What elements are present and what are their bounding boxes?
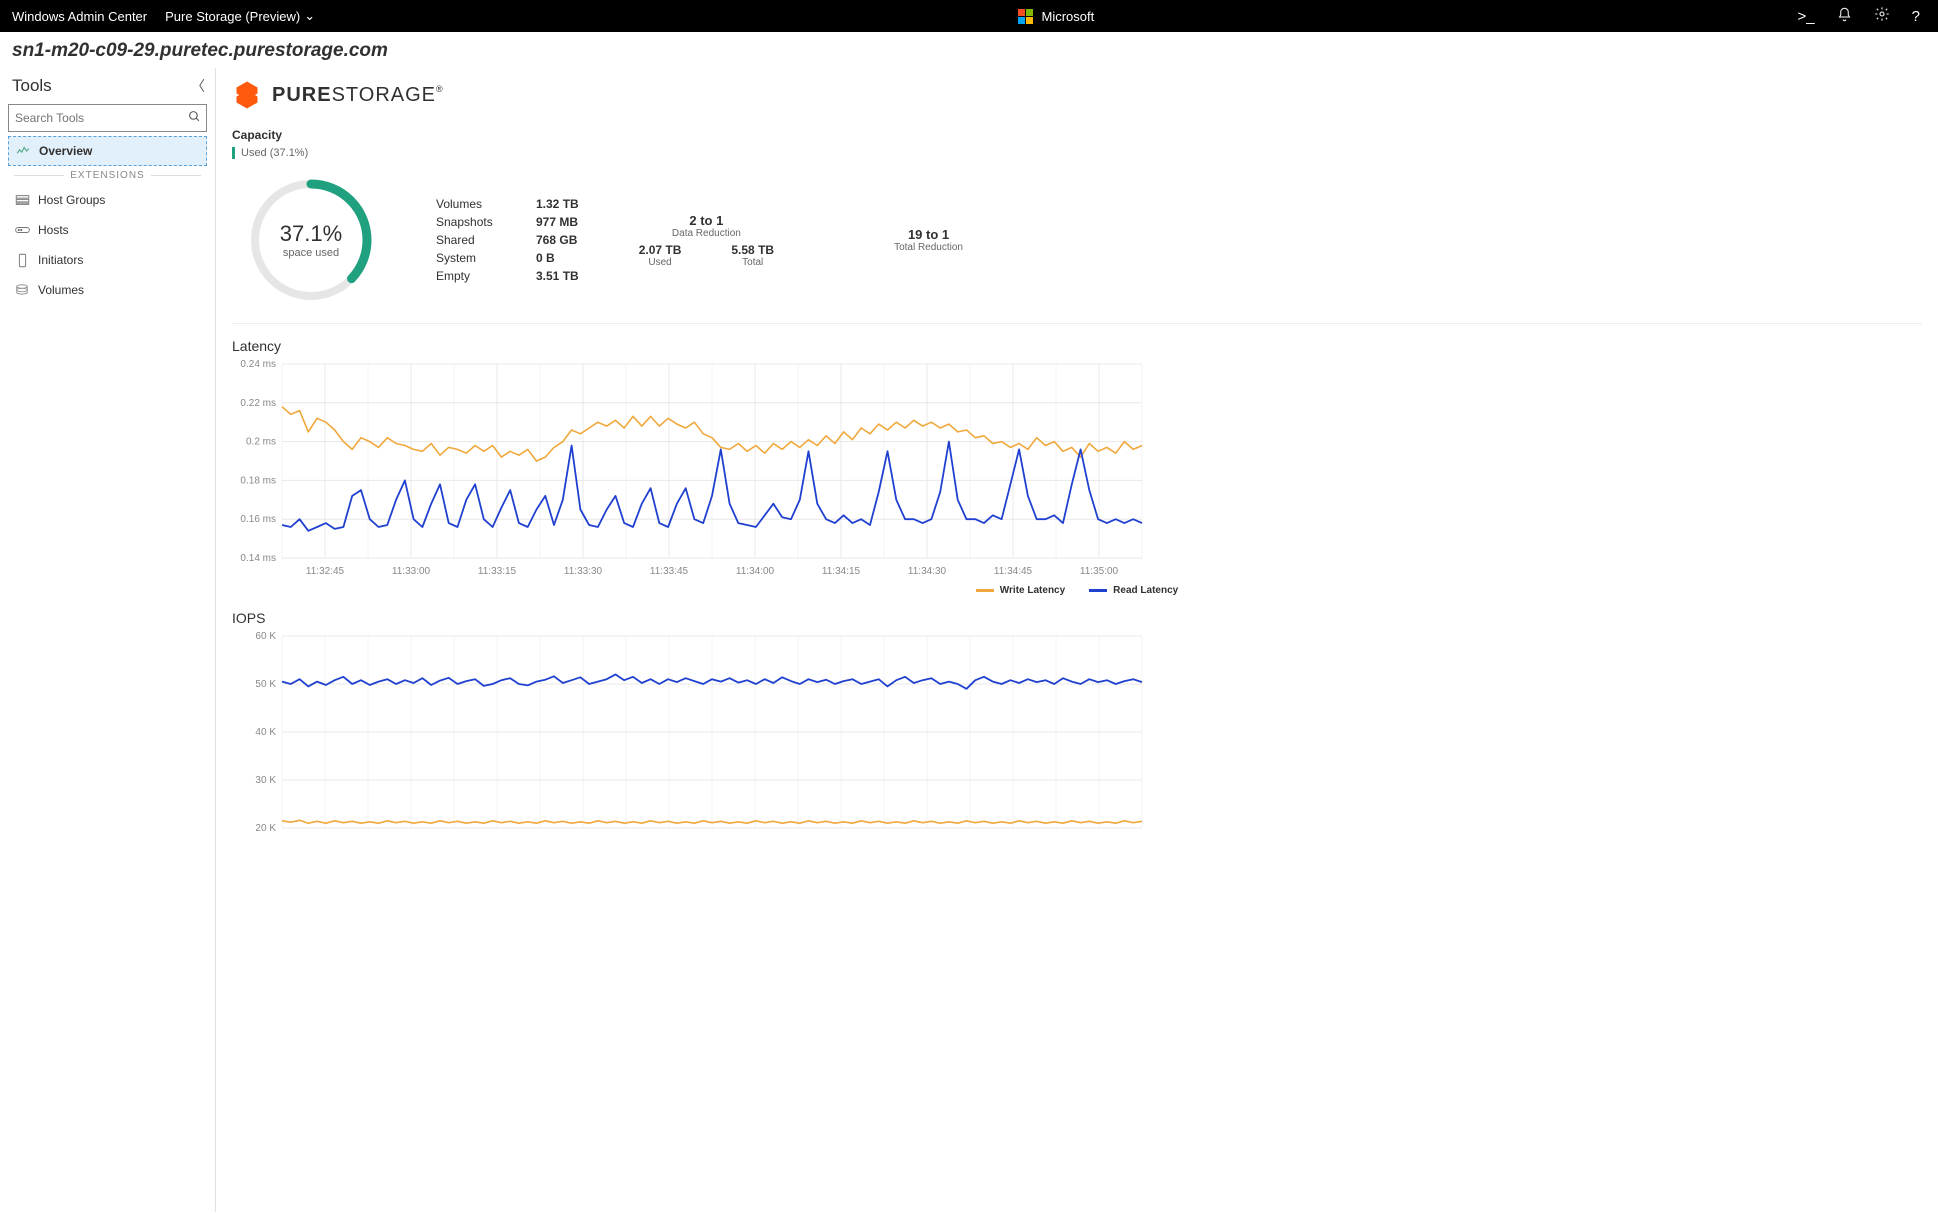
- svg-text:0.16 ms: 0.16 ms: [240, 514, 276, 525]
- svg-text:20 K: 20 K: [255, 823, 276, 832]
- capacity-row: Shared768 GB: [436, 231, 579, 249]
- hosts-icon: [14, 225, 30, 235]
- sidebar-item-volumes[interactable]: Volumes: [8, 275, 207, 305]
- total-reduction-block: 19 to 1 Total Reduction: [894, 227, 963, 253]
- collapse-sidebar-icon[interactable]: 〈: [191, 76, 205, 96]
- svg-text:11:34:30: 11:34:30: [908, 566, 947, 577]
- iops-chart: 60 K 50 K 40 K 30 K 20 K: [232, 632, 1152, 832]
- console-icon[interactable]: >_: [1798, 8, 1815, 25]
- legend-item: Read Latency: [1089, 585, 1178, 596]
- purestorage-logo-icon: [232, 80, 262, 110]
- sidebar-item-label: Volumes: [38, 283, 84, 297]
- sidebar-item-label: Initiators: [38, 253, 83, 267]
- latency-title: Latency: [232, 338, 1922, 354]
- topbar: Windows Admin Center Pure Storage (Previ…: [0, 0, 1938, 32]
- brand-text: PURESTORAGE®: [272, 84, 444, 107]
- capacity-row: Empty3.51 TB: [436, 267, 579, 285]
- svg-text:0.18 ms: 0.18 ms: [240, 475, 276, 486]
- purestorage-brand: PURESTORAGE®: [232, 80, 1922, 110]
- svg-text:60 K: 60 K: [255, 632, 276, 642]
- svg-text:0.14 ms: 0.14 ms: [240, 553, 276, 564]
- svg-text:0.2 ms: 0.2 ms: [246, 437, 276, 448]
- chevron-down-icon: ⌄: [304, 8, 315, 24]
- sidebar-item-initiators[interactable]: Initiators: [8, 245, 207, 275]
- iops-title: IOPS: [232, 610, 1922, 626]
- capacity-row: Volumes1.32 TB: [436, 195, 579, 213]
- sidebar-item-overview[interactable]: Overview: [8, 136, 207, 166]
- sidebar-item-label: Overview: [39, 144, 92, 158]
- capacity-row: Snapshots977 MB: [436, 213, 579, 231]
- svg-text:11:33:15: 11:33:15: [478, 566, 517, 577]
- svg-text:40 K: 40 K: [255, 727, 276, 738]
- sidebar-item-hosts[interactable]: Hosts: [8, 215, 207, 245]
- capacity-subtitle: Used (37.1%): [232, 147, 308, 159]
- help-icon[interactable]: ?: [1912, 8, 1920, 25]
- microsoft-brand: Microsoft: [315, 9, 1797, 24]
- search-tools: [8, 104, 207, 132]
- sidebar-item-label: Hosts: [38, 223, 69, 237]
- data-reduction-block: 2 to 1 Data Reduction 2.07 TBUsed 5.58 T…: [639, 213, 774, 268]
- svg-text:11:33:45: 11:33:45: [650, 566, 689, 577]
- initiators-icon: [14, 253, 30, 268]
- donut-label: space used: [283, 247, 339, 259]
- latency-legend: Write Latency Read Latency: [232, 585, 1922, 596]
- svg-text:11:34:45: 11:34:45: [994, 566, 1033, 577]
- svg-text:11:32:45: 11:32:45: [306, 566, 345, 577]
- svg-text:0.24 ms: 0.24 ms: [240, 360, 276, 370]
- overview-icon: [15, 146, 31, 156]
- svg-text:11:34:15: 11:34:15: [822, 566, 861, 577]
- microsoft-logo-icon: [1018, 9, 1033, 24]
- volumes-icon: [14, 283, 30, 297]
- iops-section: IOPS 60 K 50 K 40 K 30 K 20 K: [232, 610, 1922, 835]
- capacity-row: System0 B: [436, 249, 579, 267]
- notification-icon[interactable]: [1837, 7, 1852, 26]
- sidebar-item-host-groups[interactable]: Host Groups: [8, 185, 207, 215]
- donut-percent: 37.1%: [280, 221, 342, 247]
- search-input[interactable]: [8, 104, 207, 132]
- hostgroups-icon: [14, 194, 30, 206]
- latency-section: Latency 0.24 ms 0.22 ms 0.2 ms 0.18 ms 0.16 …: [232, 338, 1922, 596]
- svg-text:11:33:00: 11:33:00: [392, 566, 431, 577]
- app-name[interactable]: Windows Admin Center: [12, 9, 147, 24]
- svg-text:11:35:00: 11:35:00: [1080, 566, 1119, 577]
- svg-text:11:33:30: 11:33:30: [564, 566, 603, 577]
- svg-text:11:34:00: 11:34:00: [736, 566, 775, 577]
- svg-text:50 K: 50 K: [255, 679, 276, 690]
- tools-sidebar: Tools 〈 Overview EXTENSIONS Host Groups H…: [0, 68, 216, 1212]
- capacity-breakdown: Volumes1.32 TBSnapshots977 MBShared768 G…: [436, 195, 579, 285]
- host-breadcrumb: sn1-m20-c09-29.puretec.purestorage.com: [0, 32, 1938, 68]
- gear-icon[interactable]: [1874, 6, 1890, 26]
- svg-text:0.22 ms: 0.22 ms: [240, 398, 276, 409]
- extensions-divider: EXTENSIONS: [8, 170, 207, 181]
- latency-chart: 0.24 ms 0.22 ms 0.2 ms 0.18 ms 0.16 ms 0.14 m…: [232, 360, 1152, 580]
- context-dropdown[interactable]: Pure Storage (Preview) ⌄: [165, 8, 315, 24]
- capacity-section: Capacity Used (37.1%) 37.1% space used V…: [232, 128, 1922, 324]
- sidebar-item-label: Host Groups: [38, 193, 105, 207]
- svg-text:30 K: 30 K: [255, 775, 276, 786]
- capacity-donut: 37.1% space used: [246, 175, 376, 305]
- main-content: PURESTORAGE® Capacity Used (37.1%) 37.1%…: [216, 68, 1938, 1212]
- tools-title: Tools: [12, 76, 52, 96]
- capacity-title: Capacity: [232, 128, 1922, 142]
- legend-item: Write Latency: [976, 585, 1065, 596]
